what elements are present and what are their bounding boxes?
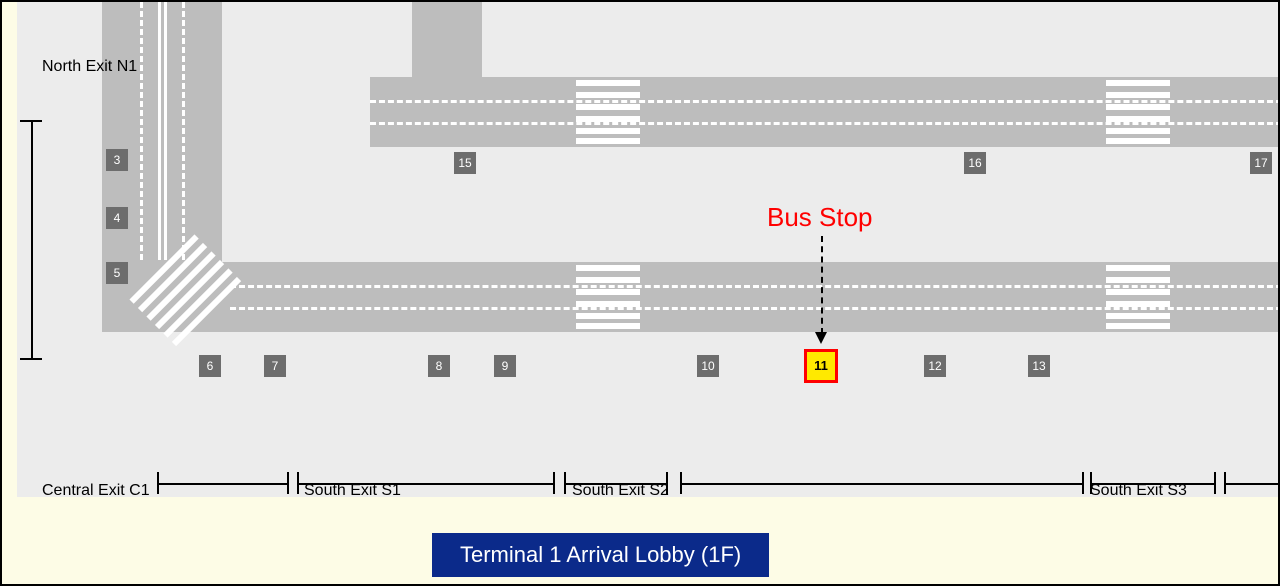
label-north-exit: North Exit N1 (42, 58, 137, 76)
bracket-north (20, 120, 42, 360)
bracket-s3 (1090, 472, 1216, 494)
crosswalk (1106, 80, 1170, 144)
lane-dash (182, 2, 185, 260)
stop-10: 10 (697, 355, 719, 377)
crosswalk (576, 265, 640, 329)
stop-6: 6 (199, 355, 221, 377)
stop-7: 7 (264, 355, 286, 377)
road-lower-horizontal (102, 262, 1280, 332)
stop-16: 16 (964, 152, 986, 174)
title-banner: Terminal 1 Arrival Lobby (1F) (432, 533, 769, 577)
bracket-s2-a (564, 472, 668, 494)
bracket-s1 (297, 472, 555, 494)
crosswalk (1106, 265, 1170, 329)
label-central-exit: Central Exit C1 (42, 482, 150, 500)
stop-3: 3 (106, 149, 128, 171)
stop-15: 15 (454, 152, 476, 174)
crosswalk (576, 80, 640, 144)
callout-arrow-line (821, 236, 823, 334)
stop-11-highlight: 11 (804, 349, 838, 383)
bracket-central (157, 472, 289, 494)
lane-solid (164, 2, 167, 260)
stop-17: 17 (1250, 152, 1272, 174)
bus-stop-callout: Bus Stop (767, 202, 873, 233)
terminal-map: 3 4 5 6 7 8 9 10 12 13 15 16 17 11 Bus S… (0, 0, 1280, 586)
stop-8: 8 (428, 355, 450, 377)
bracket-s3-open (1224, 472, 1280, 494)
bracket-s2-wide (680, 472, 1084, 494)
stop-4: 4 (106, 207, 128, 229)
stop-12: 12 (924, 355, 946, 377)
lane-solid (158, 2, 161, 260)
stop-5: 5 (106, 262, 128, 284)
lane-dash (140, 2, 143, 260)
stop-13: 13 (1028, 355, 1050, 377)
road-upper-stub (412, 2, 482, 77)
stop-9: 9 (494, 355, 516, 377)
callout-arrow-head (815, 332, 827, 344)
